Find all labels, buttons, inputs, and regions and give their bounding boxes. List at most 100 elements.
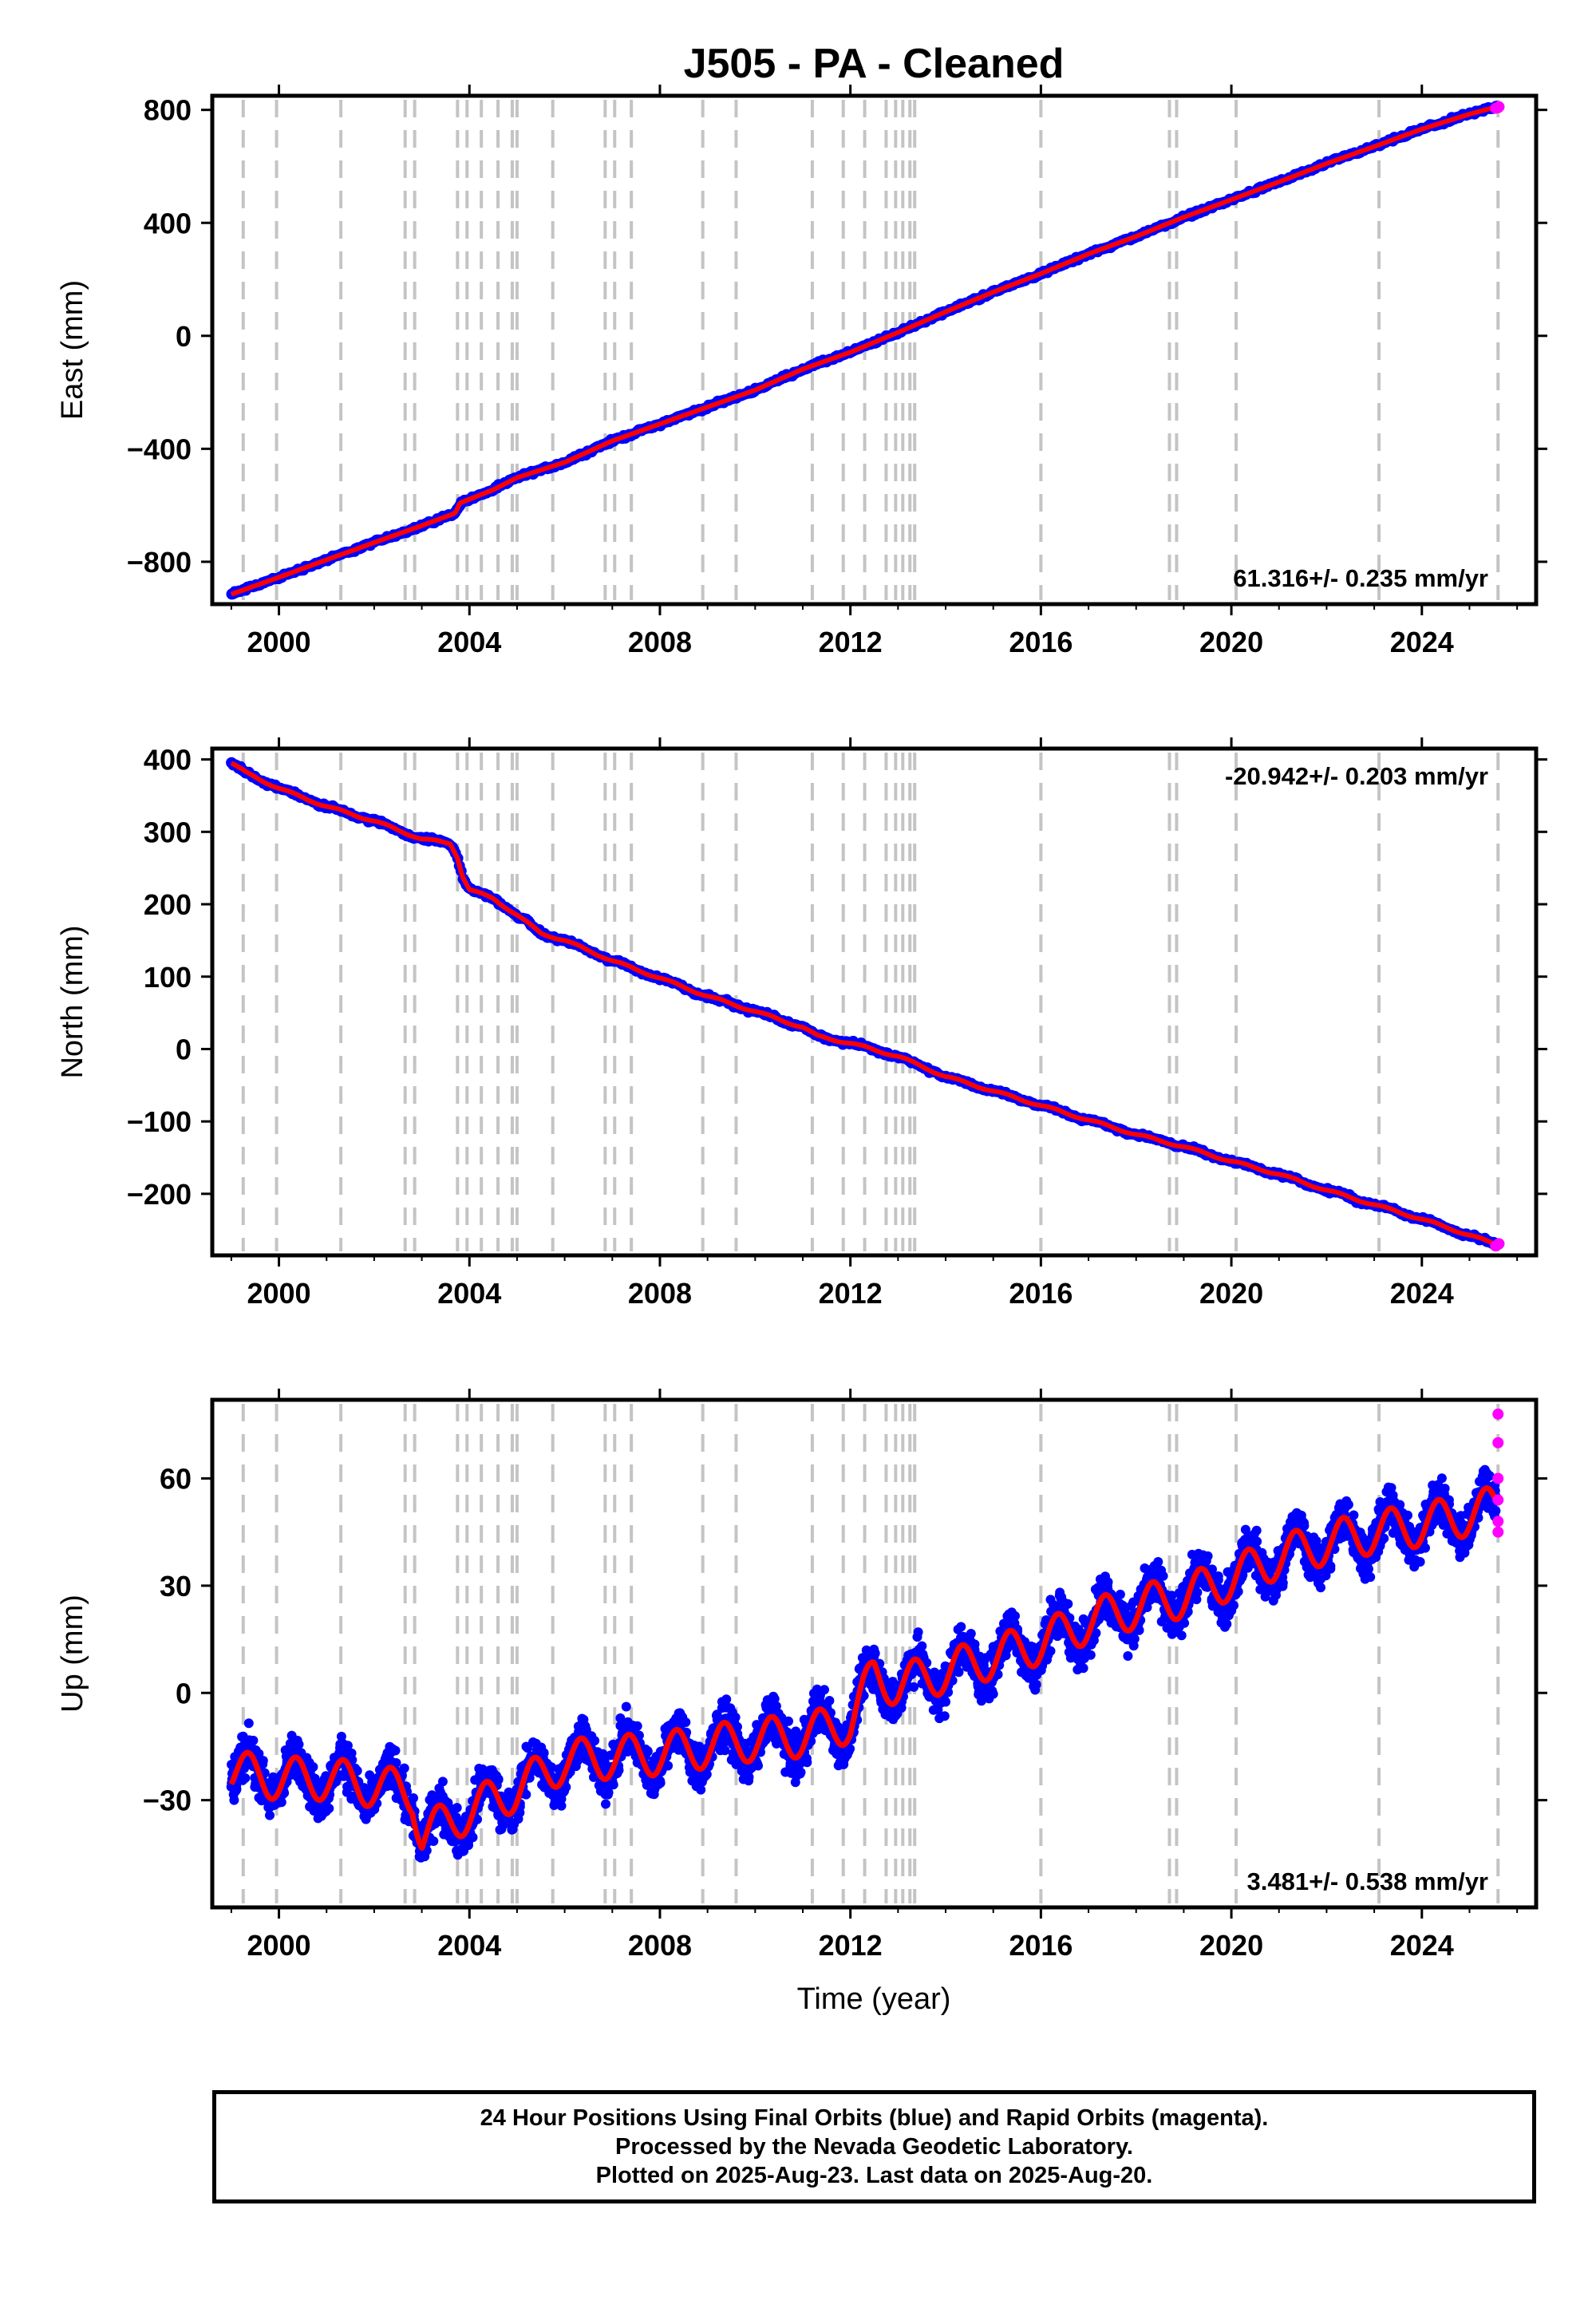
x-tick-label: 2016	[1009, 1277, 1073, 1310]
final-orbit-point	[258, 1759, 268, 1769]
final-orbit-point	[1031, 1679, 1041, 1690]
plot-frame	[210, 746, 1539, 1258]
velocity-rate-label: -20.942+/- 0.203 mm/yr	[1225, 762, 1488, 790]
final-orbit-point	[1158, 1571, 1168, 1581]
model-fit-line	[230, 105, 1497, 597]
final-orbit-point	[603, 1788, 614, 1798]
rapid-orbit-point	[1493, 101, 1505, 113]
x-tick-label: 2004	[437, 1277, 501, 1310]
x-tick-label: 2000	[247, 626, 310, 658]
rapid-orbit-point	[1493, 1238, 1505, 1250]
final-orbit-point	[988, 1689, 998, 1699]
x-tick-label: 2024	[1390, 626, 1454, 658]
final-orbit-point	[1117, 1600, 1128, 1611]
final-orbit-point	[240, 1773, 251, 1783]
y-axis-label: North (mm)	[56, 925, 89, 1078]
final-orbit-point	[472, 1814, 483, 1824]
final-orbit-point	[1115, 1589, 1125, 1599]
final-orbit-point	[870, 1648, 880, 1658]
final-orbit-point	[820, 1685, 829, 1695]
final-orbit-point	[390, 1745, 401, 1756]
final-orbit-point	[1192, 1587, 1203, 1598]
x-tick-label: 2016	[1009, 626, 1073, 658]
final-orbit-point	[409, 1793, 418, 1803]
final-orbit-point	[615, 1713, 626, 1723]
final-orbit-point	[954, 1667, 964, 1678]
final-orbit-point	[621, 1701, 631, 1712]
y-tick-label: −100	[127, 1105, 192, 1138]
final-orbit-point	[1045, 1646, 1056, 1656]
final-orbit-point	[493, 1775, 504, 1785]
final-orbit-point	[429, 1836, 439, 1846]
final-orbit-point	[993, 1670, 1003, 1680]
final-orbit-point	[352, 1765, 362, 1776]
final-orbit-point	[632, 1721, 642, 1731]
final-orbit-point	[720, 1745, 730, 1756]
final-orbit-point	[730, 1712, 741, 1722]
final-orbit-point	[308, 1762, 318, 1772]
final-orbit-point	[696, 1784, 706, 1795]
plot-frame	[210, 93, 1539, 607]
final-orbit-point	[399, 1763, 409, 1773]
y-tick-label: 400	[144, 744, 192, 777]
final-orbit-point	[1207, 1564, 1217, 1575]
final-orbit-point	[243, 1718, 254, 1729]
final-orbit-point	[1063, 1599, 1073, 1609]
final-orbit-point	[941, 1697, 950, 1707]
final-orbit-point	[966, 1629, 976, 1638]
final-orbit-point	[721, 1694, 732, 1705]
final-orbit-point	[556, 1800, 567, 1811]
final-orbit-point	[521, 1789, 531, 1800]
x-tick-label: 2004	[437, 626, 501, 658]
final-orbit-point	[1167, 1591, 1177, 1601]
final-orbit-point	[1153, 1557, 1163, 1567]
final-orbit-point	[1229, 1600, 1238, 1611]
final-orbit-point	[615, 1721, 626, 1731]
final-orbit-point	[391, 1758, 401, 1768]
final-orbit-point	[254, 1749, 264, 1759]
final-orbit-point	[1213, 1575, 1223, 1585]
final-orbit-point	[294, 1739, 304, 1749]
velocity-rate-label: 61.316+/- 0.235 mm/yr	[1233, 564, 1488, 592]
final-orbit-point	[956, 1622, 966, 1632]
final-orbit-point	[1010, 1611, 1020, 1621]
final-orbit-point	[655, 1778, 666, 1788]
y-tick-label: −800	[127, 546, 192, 579]
final-orbit-point	[1129, 1634, 1140, 1644]
y-axis-label: East (mm)	[56, 280, 89, 420]
final-orbit-point	[1085, 1650, 1096, 1660]
final-orbit-point	[771, 1701, 781, 1711]
final-orbit-point	[1142, 1603, 1152, 1612]
final-orbit-point	[1191, 1595, 1202, 1605]
final-orbit-point	[336, 1731, 346, 1741]
y-tick-label: 400	[144, 207, 192, 239]
y-tick-label: 100	[144, 961, 192, 994]
figure-title: J505 - PA - Cleaned	[684, 41, 1065, 87]
final-orbit-point	[608, 1780, 618, 1790]
final-orbit-point	[744, 1772, 754, 1782]
final-orbit-point	[784, 1716, 793, 1726]
final-orbit-point	[342, 1741, 353, 1751]
final-orbit-point	[917, 1641, 927, 1651]
final-orbit-point	[663, 1761, 674, 1771]
x-tick-label: 2012	[819, 626, 883, 658]
final-orbit-point	[1203, 1551, 1213, 1561]
final-orbit-point	[1179, 1618, 1190, 1628]
final-orbit-point	[939, 1711, 950, 1721]
final-orbit-point	[1123, 1651, 1133, 1661]
final-orbit-point	[1078, 1663, 1088, 1674]
final-orbit-point	[681, 1717, 691, 1727]
final-orbit-point	[1176, 1630, 1187, 1641]
final-orbit-point	[437, 1777, 448, 1787]
final-orbit-point	[601, 1799, 610, 1809]
final-orbit-point	[598, 1749, 608, 1759]
final-orbit-point	[733, 1721, 742, 1732]
x-tick-label: 2020	[1199, 626, 1263, 658]
final-orbit-point	[468, 1832, 478, 1843]
final-orbit-point	[464, 1840, 473, 1851]
x-tick-label: 2024	[1390, 1277, 1454, 1310]
final-orbit-point	[248, 1735, 259, 1745]
